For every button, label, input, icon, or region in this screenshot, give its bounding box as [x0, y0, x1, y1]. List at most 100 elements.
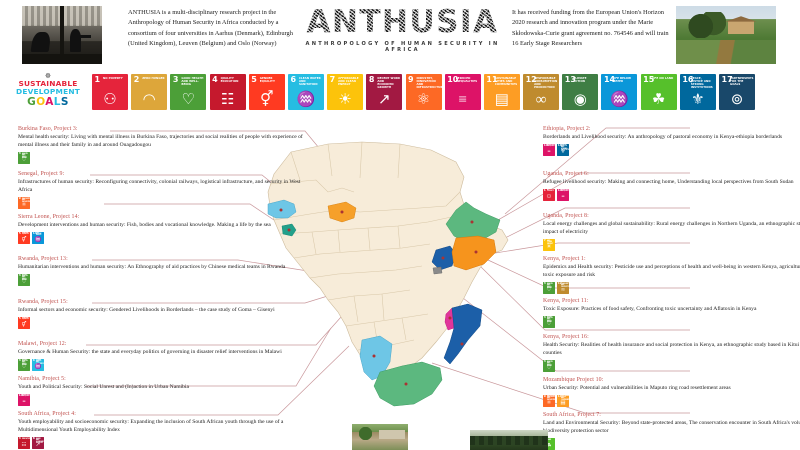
project-entry-right-5[interactable]: Kenya, Project 11: Toxic Exposure: Practi… [543, 298, 800, 329]
project-description: Health Security: Realities of health ins… [543, 342, 800, 357]
person-silhouette-right [70, 29, 82, 53]
project-title: Rwanda, Project 13: [18, 256, 68, 262]
project-entry-left-6[interactable]: Malawi, Project 12: Governance & Human Se… [18, 341, 310, 372]
project-description: Urban Security: Potential and vulnerabil… [543, 385, 731, 392]
sdg-goal-6[interactable]: 6 CLEAN WATER AND SANITATION ♒ [287, 74, 324, 110]
sdg-goal-number: 9 [408, 74, 414, 84]
sdg-badge-number: 3 [18, 274, 21, 278]
project-description: Toxic Exposure: Practices of food safety… [543, 306, 757, 313]
sdg-goal-13[interactable]: 13 CLIMATE ACTION ◉ [562, 74, 599, 110]
sdg-badge-14[interactable]: 14 LIFE BELOW WATER ♒ [32, 232, 44, 245]
sdg-goal-glyph-icon: ☘ [651, 92, 666, 108]
village-photo [352, 424, 408, 450]
sdg-badge-title: GOOD HEALTH AND WELL-BEING [22, 359, 28, 367]
sdg-goal-title: AFFORDABLE AND CLEAN ENERGY [338, 75, 359, 86]
project-sdg-badges: 3 GOOD HEALTH AND WELL-BEING ♡ [18, 151, 310, 164]
sdg-goal-15[interactable]: 15 LIFE ON LAND ☘ [640, 74, 677, 110]
project-title: Sierra Leone, Project 14: [18, 214, 80, 220]
sdg-badge-3[interactable]: 3 GOOD HEALTH AND WELL-BEING ♡ [18, 359, 30, 372]
project-description: Informal sectors and economic security: … [18, 307, 275, 314]
sdg-goal-10[interactable]: 10 REDUCED INEQUALITIES ≡ [444, 74, 481, 110]
sdg-badge-glyph-icon: ♡ [546, 321, 552, 328]
project-entry-left-5[interactable]: Rwanda, Project 15: Informal sectors and … [18, 299, 310, 330]
sdg-badge-number: 10 [557, 189, 562, 193]
sdg-goal-7[interactable]: 7 AFFORDABLE AND CLEAN ENERGY ☀ [327, 74, 364, 110]
project-entry-right-7[interactable]: Mozambique Project 10: Urban Security: Po… [543, 377, 800, 408]
project-description: Epidemics and Health security: Pesticide… [543, 264, 800, 279]
sdg-badge-3[interactable]: 3 GOOD HEALTH AND WELL-BEING ♡ [18, 151, 30, 164]
project-entry-right-6[interactable]: Kenya, Project 16: Health Security: Reali… [543, 334, 800, 372]
sdg-goals-bar: ☸ SUSTAINABLE DEVELOPMENT GOALS 1 NO POVE… [0, 70, 800, 118]
sdg-badge-glyph-icon: ⚇ [546, 194, 552, 201]
project-title: Uganda, Project 6: [543, 171, 589, 177]
project-entry-left-2[interactable]: Senegal, Project 9: Infrastructures of hu… [18, 171, 310, 209]
sdg-badge-glyph-icon: ☷ [21, 441, 27, 448]
sdg-goal-11[interactable]: 11 SUSTAINABLE CITIES AND COMMUNITIES ▤ [483, 74, 520, 110]
sdg-goal-12[interactable]: 12 RESPONSIBLE CONSUMPTION AND PRODUCTION… [523, 74, 560, 110]
sdg-goal-3[interactable]: 3 GOOD HEALTH AND WELL-BEING ♡ [170, 74, 207, 110]
sdg-badge-number: 12 [557, 281, 562, 286]
person-silhouette-left [30, 31, 51, 52]
sdg-badge-title: REDUCED INEQUALITIES [547, 144, 555, 147]
sdg-goal-2[interactable]: 2 ZERO HUNGER ◠ [131, 74, 168, 110]
sdg-goal-4[interactable]: 4 QUALITY EDUCATION ☷ [209, 74, 246, 110]
sdg-goal-title: SUSTAINABLE CITIES AND COMMUNITIES [494, 75, 518, 86]
sdg-goal-glyph-icon: ♒ [610, 92, 629, 108]
sdg-logo-line2: DEVELOPMENT [16, 87, 80, 97]
project-entry-right-8[interactable]: South Africa, Project 7: Land and Environ… [543, 412, 800, 450]
sdg-badge-3[interactable]: 3 GOOD HEALTH AND WELL-BEING ♡ [543, 281, 555, 294]
sdg-goal-glyph-icon: ⚜ [691, 92, 705, 108]
sdg-goal-number: 1 [94, 74, 101, 84]
sdg-badge-5[interactable]: 5 GENDER EQUALITY ⚥ [18, 317, 30, 330]
project-entry-left-7[interactable]: Namibia, Project 5: Youth and Political S… [18, 376, 310, 407]
project-title: Kenya, Project 16: [543, 334, 589, 340]
sdg-badge-3[interactable]: 3 GOOD HEALTH AND WELL-BEING ♡ [543, 316, 555, 329]
sdg-badge-4[interactable]: 4 QUALITY EDUCATION ☷ [18, 436, 30, 449]
sdg-goal-1[interactable]: 1 NO POVERTY ⚇ [92, 74, 128, 110]
project-sdg-badges: 3 GOOD HEALTH AND WELL-BEING ♡ 6 CLEAN WATER… [18, 359, 310, 372]
project-title: Kenya, Project 1: [543, 256, 586, 262]
sdg-goal-17[interactable]: 17 PARTNERSHIPS FOR THE GOALS ⊚ [719, 74, 755, 110]
project-entry-right-4[interactable]: Kenya, Project 1: Epidemics and Health se… [543, 256, 800, 294]
sdg-badge-5[interactable]: 5 GENDER EQUALITY ⚥ [18, 232, 30, 245]
project-title: South Africa, Project 4: [18, 411, 77, 417]
sdg-goal-8[interactable]: 8 DECENT WORK AND ECONOMIC GROWTH ↗ [366, 74, 403, 110]
sdg-badge-number: 9 [18, 196, 21, 201]
project-entry-left-1[interactable]: Burkina Faso, Project 3: Mental health se… [18, 126, 310, 164]
sdg-badge-glyph-icon: ♡ [546, 286, 552, 293]
sdg-badge-glyph-icon: ⚛ [546, 400, 552, 407]
project-entry-left-8[interactable]: South Africa, Project 4: Youth employabil… [18, 411, 310, 449]
sdg-badge-1[interactable]: 1 NO POVERTY ⚇ [543, 189, 555, 202]
sdg-badge-3[interactable]: 3 GOOD HEALTH AND WELL-BEING ♡ [543, 359, 555, 372]
sdg-badge-glyph-icon: ♒ [34, 237, 42, 244]
sdg-goal-5[interactable]: 5 GENDER EQUALITY ⚥ [248, 74, 285, 110]
project-entry-right-2[interactable]: Uganda, Project 6: Refugee livelihood sec… [543, 171, 800, 202]
sdg-goal-16[interactable]: 16 PEACE, JUSTICE AND STRONG INSTITUTIONS… [679, 74, 716, 110]
sdg-goal-title: REDUCED INEQUALITIES [455, 75, 478, 83]
sdg-goal-14[interactable]: 14 LIFE BELOW WATER ♒ [601, 74, 638, 110]
sdg-badge-glyph-icon: ⚛ [21, 201, 27, 208]
sdg-logo-line3: GOALS [27, 95, 69, 108]
project-entry-left-3[interactable]: Sierra Leone, Project 14: Development int… [18, 214, 310, 245]
sdg-badge-number: 3 [18, 151, 21, 156]
project-entry-right-1[interactable]: Ethiopia, Project 2: Borderlands and Live… [543, 126, 800, 157]
project-description: Borderlands and Livelihood security: An … [543, 134, 783, 141]
sdg-goal-number: 6 [290, 74, 297, 84]
sdg-badge-8[interactable]: 8 DECENT WORK AND ECONOMIC GROWTH ↗ [32, 436, 44, 449]
project-entry-left-4[interactable]: Rwanda, Project 13: Humanitarian interven… [18, 256, 310, 287]
sdg-badge-3[interactable]: 3 GOOD HEALTH AND WELL-BEING ♡ [18, 274, 30, 287]
project-entry-right-3[interactable]: Uganda, Project 8: Local energy challenge… [543, 213, 800, 251]
